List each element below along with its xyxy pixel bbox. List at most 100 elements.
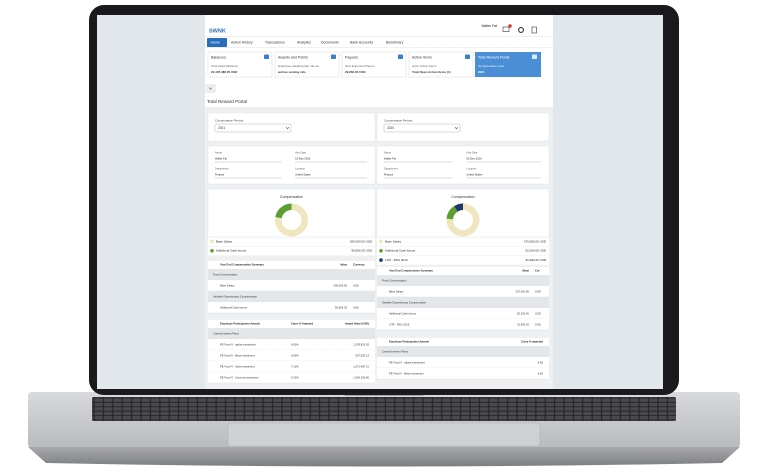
profile-box	[207, 145, 376, 185]
field-label: Name	[215, 151, 222, 155]
summary-card[interactable]	[341, 51, 407, 78]
field-value: 01-Dec-2016	[295, 157, 311, 161]
nav-tab[interactable]: Home	[211, 41, 220, 45]
period-dropdown[interactable]	[214, 123, 292, 133]
donut-segment	[446, 203, 480, 237]
summary-card[interactable]	[408, 51, 474, 78]
table-cell: Fixed Compensation	[213, 273, 238, 277]
nav-tab[interactable]: Action History	[231, 41, 253, 45]
page-title: Total Reward Portal	[207, 99, 247, 104]
legend-row	[377, 256, 549, 265]
table-header	[377, 338, 549, 346]
table-row	[208, 280, 375, 291]
period-value: 2020	[387, 126, 394, 130]
nav-tab[interactable]: Transactions	[265, 41, 285, 45]
table-header-cell: Year End Compensation Summary	[220, 263, 264, 267]
summary-card[interactable]	[475, 52, 541, 77]
nav-tab[interactable]: Bank Accounts	[350, 41, 373, 45]
card-title: Awards and Points	[278, 55, 308, 59]
table-header-cell: Currency	[353, 263, 365, 267]
period-dropdown[interactable]	[383, 123, 461, 133]
legend-row	[377, 237, 549, 247]
table-group-row	[208, 269, 375, 280]
field-label: Department	[384, 167, 398, 171]
table-header-cell: Employee Participation Awards	[389, 340, 430, 344]
table-cell: Carried Interest Plans	[382, 350, 409, 354]
field-label: Location	[295, 167, 305, 171]
card-icon	[532, 54, 537, 59]
table-header-cell: Carry % Awarded	[291, 322, 313, 326]
table-cell: 1,900,266.86	[353, 376, 369, 380]
caret	[285, 126, 290, 130]
nav-tab[interactable]: Beneficiary	[386, 41, 404, 45]
table-cell: Variable Discretionary Compensation	[213, 295, 258, 299]
table-group-row	[208, 291, 375, 302]
table-cell: Variable Discretionary Compensation	[382, 301, 427, 305]
table-row	[208, 339, 375, 350]
table-cell: PE Fund V - Zeta investment	[220, 365, 255, 369]
field-value: Finance	[384, 173, 394, 177]
card-title: Balances	[211, 55, 226, 59]
legend-value: 52,200.00 USD	[525, 249, 546, 253]
table-row	[208, 372, 375, 383]
table-cell: 1,378,819.55	[353, 343, 369, 347]
legend-row	[208, 246, 375, 256]
nav-tab[interactable]: Documents	[321, 41, 339, 45]
table-header	[208, 261, 375, 269]
field-label: Hire Date	[295, 151, 307, 155]
legend-name: Additional Cash bonus	[385, 249, 416, 253]
donut-segment	[446, 206, 458, 220]
summary-card[interactable]	[274, 51, 340, 78]
table-cell: Base Salary	[389, 290, 404, 294]
table-cell: Carried Interest Plans	[213, 332, 240, 336]
table-cell: USD	[535, 323, 541, 327]
field-label: Department	[215, 167, 229, 171]
keys	[92, 397, 676, 421]
app: SWNK Walter Fat Home Action History Transact…	[205, 15, 553, 389]
card-icon	[465, 54, 470, 59]
field-label: Name	[384, 151, 391, 155]
table-cell: Additional Cash bonus	[220, 306, 248, 310]
table-group-row	[377, 297, 549, 308]
donut-segment	[454, 203, 463, 212]
table-cell: 6.20%	[291, 376, 299, 380]
logout-icon[interactable]	[531, 26, 537, 34]
table-row	[377, 308, 549, 319]
table-row	[208, 350, 375, 361]
summary-card[interactable]	[207, 51, 273, 78]
table-cell: Additional Cash bonus	[389, 312, 417, 316]
card-icon	[264, 54, 269, 59]
mail-icon[interactable]	[502, 26, 510, 32]
collapse-button[interactable]	[205, 84, 216, 93]
trackpad	[227, 422, 541, 447]
legend-swatch	[210, 239, 214, 244]
table-cell: Fixed Compensation	[382, 279, 407, 283]
settings-icon[interactable]	[518, 27, 524, 33]
table-cell: USD	[535, 290, 541, 294]
profile-box	[376, 145, 550, 185]
table-group-row	[377, 346, 549, 357]
caret	[454, 126, 459, 130]
table-group-row	[208, 328, 375, 339]
table-header	[377, 267, 549, 275]
legend-name: Base Salary	[385, 239, 402, 243]
table-header-cell: Cur	[535, 269, 540, 273]
table-cell: LTIP - RSU 2019	[389, 323, 410, 327]
logo: SWNK	[209, 28, 226, 34]
legend-row	[377, 246, 549, 256]
table-cell: 270,000.00	[516, 290, 530, 294]
chart-box	[207, 188, 376, 238]
field-value: Finance	[215, 173, 225, 177]
card-value: 29,860.00 USD	[345, 70, 366, 74]
field-value: United States	[467, 173, 483, 177]
nav-tab-active[interactable]	[207, 38, 227, 47]
table-cell: PE Fund V - alpha investment	[389, 361, 425, 365]
field-label: Location	[467, 167, 477, 171]
nav-tab[interactable]: Analytics	[297, 41, 311, 45]
table-header-cell: Value	[340, 263, 348, 267]
card-title: Payouts	[345, 55, 358, 59]
table-cell: 1,671,487.31	[353, 365, 369, 369]
card-icon	[331, 54, 336, 59]
table-cell: 200,000.00	[334, 284, 348, 288]
